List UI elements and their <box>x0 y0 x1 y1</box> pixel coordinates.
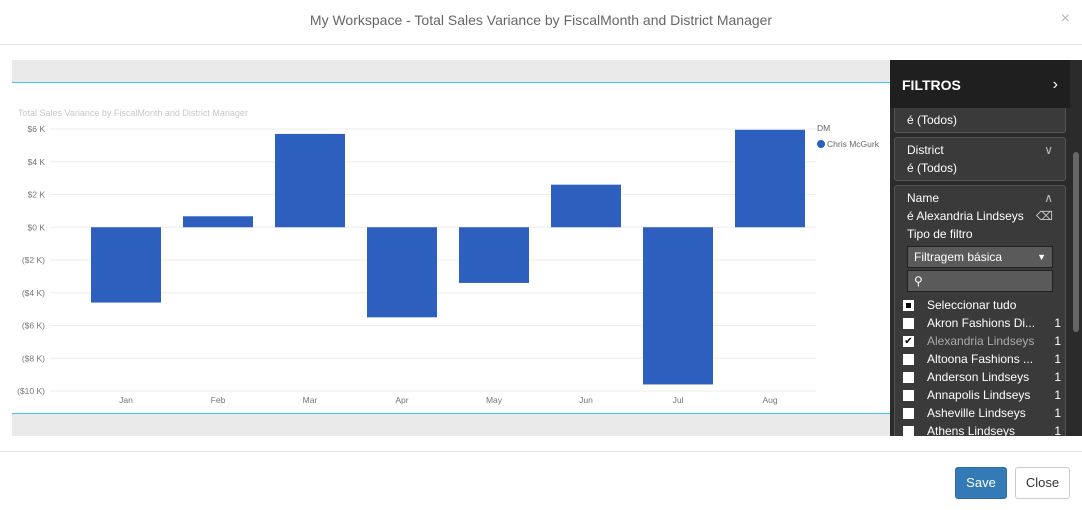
filter-list-item[interactable]: Annapolis Lindseys 1 <box>903 386 1061 404</box>
x-tick-label: Jan <box>119 395 133 405</box>
filter-item-label: Annapolis Lindseys <box>927 388 1031 402</box>
x-tick-label: Mar <box>303 395 318 405</box>
filter-list: Seleccionar tudo Akron Fashions Di... 1 ✔ Al… <box>895 296 1061 436</box>
filter-item-count: 1 <box>1054 334 1061 348</box>
filters-header: FILTROS › <box>890 60 1070 108</box>
filter-search-input[interactable]: ⚲ <box>907 270 1053 292</box>
filter-list-item[interactable]: Asheville Lindseys 1 <box>903 404 1061 422</box>
chevron-right-icon[interactable]: › <box>1052 76 1058 93</box>
filter-item-label: Seleccionar tudo <box>927 298 1017 312</box>
checkbox[interactable] <box>903 317 914 329</box>
bar-aug <box>735 129 805 228</box>
bar-feb <box>183 216 253 228</box>
chevron-up-icon[interactable]: ∧ <box>1044 191 1053 205</box>
checkbox[interactable] <box>903 353 914 365</box>
search-icon: ⚲ <box>914 274 923 288</box>
x-tick-label: Aug <box>762 395 777 405</box>
bar-chart: Total Sales Variance by FiscalMonth and … <box>17 108 880 405</box>
filter-list-item[interactable]: Akron Fashions Di... 1 <box>903 314 1061 332</box>
filter-value: é Alexandria Lindseys <box>907 209 1024 223</box>
filter-value: é (Todos) <box>907 113 958 127</box>
filter-list-item[interactable]: Seleccionar tudo <box>903 296 1061 314</box>
filter-type-select[interactable]: Filtragem básica ▼ <box>907 246 1053 268</box>
dialog-title: My Workspace - Total Sales Variance by F… <box>309 12 773 28</box>
y-tick-label: $2 K <box>28 190 46 200</box>
dialog-header: My Workspace - Total Sales Variance by F… <box>0 0 1082 45</box>
filter-name: District <box>907 143 944 157</box>
filter-item-label: Anderson Lindseys <box>927 370 1030 384</box>
filter-type-value: Filtragem básica <box>914 250 1003 264</box>
bar-may <box>459 227 529 283</box>
filter-item-count: 1 <box>1054 388 1061 402</box>
y-tick-label: ($6 K) <box>22 321 45 331</box>
filter-item-label: Altoona Fashions ... <box>927 352 1034 366</box>
x-tick-label: Jun <box>579 395 593 405</box>
filter-card-district[interactable]: District ∨ é (Todos) <box>894 137 1066 181</box>
filter-list-item[interactable]: Altoona Fashions ... 1 <box>903 350 1061 368</box>
x-tick-label: Jul <box>673 395 684 405</box>
report-canvas: Total Sales Variance by FiscalMonth and … <box>12 82 890 414</box>
filter-list-item[interactable]: Anderson Lindseys 1 <box>903 368 1061 386</box>
legend-label: Chris McGurk <box>827 139 880 149</box>
checkbox[interactable] <box>903 371 914 383</box>
save-button[interactable]: Save <box>955 467 1007 499</box>
checkbox[interactable] <box>903 389 914 401</box>
filter-name: Name <box>907 191 940 205</box>
filter-card[interactable]: é (Todos) <box>894 108 1066 133</box>
filter-item-count: 1 <box>1054 424 1061 436</box>
y-tick-label: ($2 K) <box>22 255 45 265</box>
chart-title: Total Sales Variance by FiscalMonth and … <box>18 108 248 118</box>
filter-item-count: 1 <box>1054 406 1061 420</box>
filter-item-count: 1 <box>1054 370 1061 384</box>
filter-list-item[interactable]: Athens Lindseys 1 <box>903 422 1061 436</box>
checkbox[interactable] <box>903 425 914 436</box>
x-tick-label: May <box>486 395 503 405</box>
y-tick-label: ($10 K) <box>17 386 45 396</box>
filters-title: FILTROS <box>902 77 961 93</box>
filter-card-name[interactable]: Name ∧ é Alexandria Lindseys ⌫ Tipo de fil… <box>894 185 1066 436</box>
y-tick-label: $4 K <box>28 157 46 167</box>
close-button[interactable]: Close <box>1015 467 1070 499</box>
filter-item-count: 1 <box>1054 316 1061 330</box>
y-tick-label: $0 K <box>28 222 46 232</box>
bar-jul <box>643 227 713 385</box>
filter-item-label: Alexandria Lindseys <box>927 334 1035 348</box>
y-tick-label: $6 K <box>28 124 46 134</box>
filter-item-count: 1 <box>1054 352 1061 366</box>
dialog-footer <box>0 451 1082 452</box>
x-tick-label: Feb <box>211 395 226 405</box>
checkbox[interactable] <box>903 299 914 311</box>
bar-mar <box>275 133 345 228</box>
filter-type-label: Tipo de filtro <box>907 227 973 241</box>
bar-apr <box>367 227 437 318</box>
filter-item-label: Akron Fashions Di... <box>927 316 1036 330</box>
y-tick-label: ($8 K) <box>22 353 45 363</box>
filter-item-label: Asheville Lindseys <box>927 406 1026 420</box>
chevron-down-icon[interactable]: ∨ <box>1044 143 1053 157</box>
filters-pane: FILTROS › é (Todos) District ∨ é (Todos) … <box>890 60 1070 436</box>
filter-value: é (Todos) <box>907 161 958 175</box>
y-tick-label: ($4 K) <box>22 288 45 298</box>
x-tick-label: Apr <box>395 395 408 405</box>
bar-jan <box>91 227 161 303</box>
checkbox[interactable] <box>903 407 914 419</box>
bar-jun <box>551 184 621 228</box>
filter-list-item[interactable]: ✔ Alexandria Lindseys 1 <box>903 332 1061 350</box>
filters-scrollbar[interactable] <box>1070 60 1082 436</box>
scrollbar-thumb[interactable] <box>1073 152 1079 332</box>
caret-down-icon: ▼ <box>1037 252 1046 262</box>
legend-marker <box>817 140 825 148</box>
filter-item-label: Athens Lindseys <box>927 424 1016 436</box>
legend-title: DM <box>817 123 830 133</box>
close-icon[interactable]: × <box>1060 10 1070 27</box>
eraser-icon[interactable]: ⌫ <box>1036 209 1053 223</box>
checkbox[interactable]: ✔ <box>903 335 914 347</box>
